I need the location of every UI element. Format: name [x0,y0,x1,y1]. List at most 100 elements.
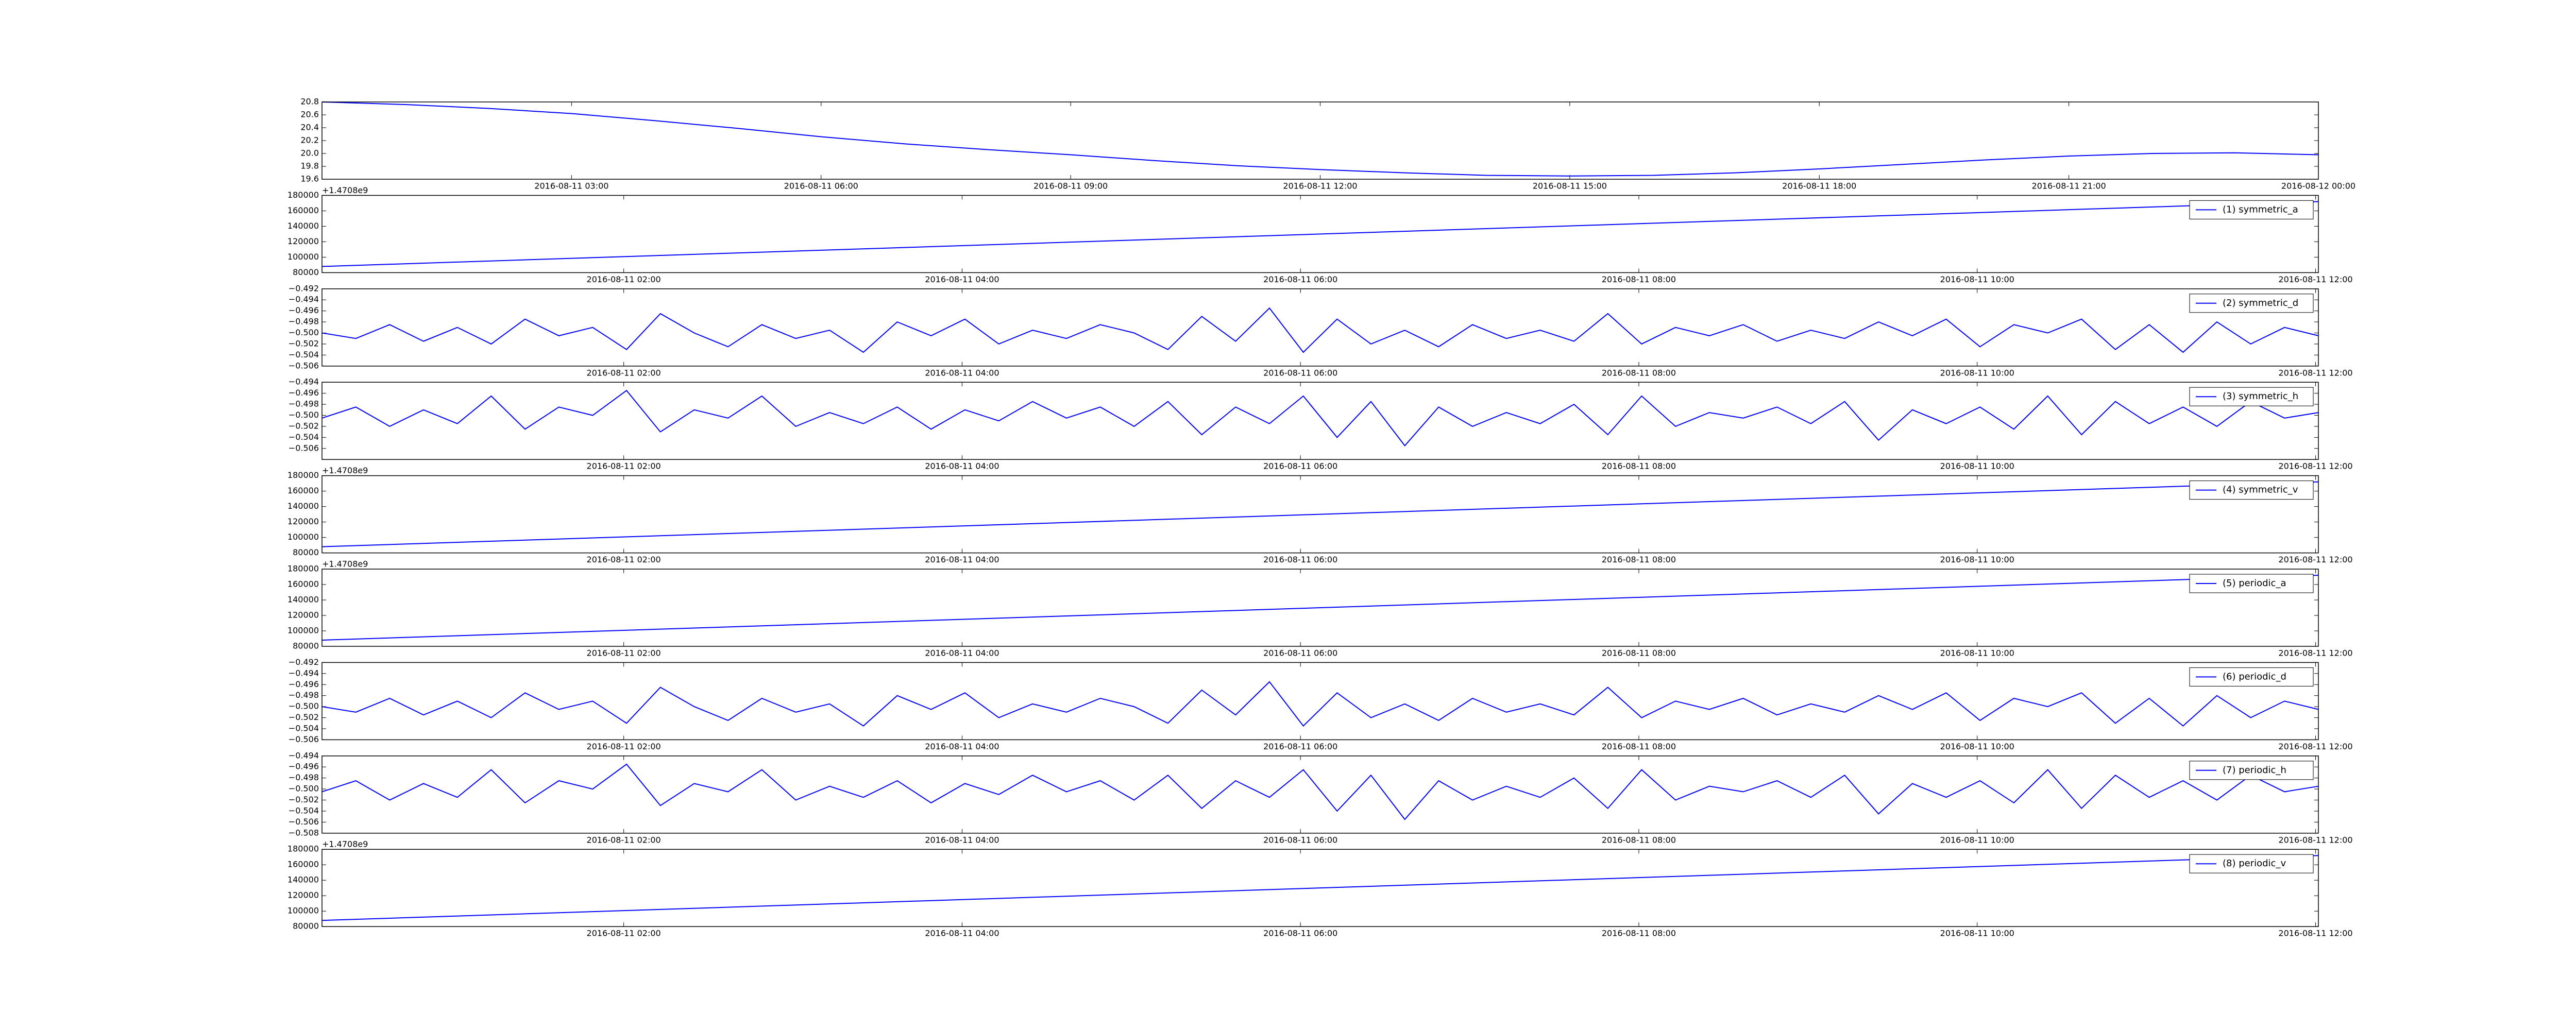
x-tick-label: 2016-08-11 04:00 [925,742,999,751]
x-tick-label: 2016-08-11 12:00 [1283,181,1357,191]
x-tick-label: 2016-08-11 15:00 [1533,181,1607,191]
data-line [321,481,2319,547]
data-line [321,201,2319,267]
y-tick-label: −0.498 [289,399,319,409]
y-tick-label: 80000 [293,921,319,931]
y-tick-label: −0.506 [289,360,319,370]
x-tick-label: 2016-08-11 12:00 [2278,835,2352,845]
y-tick-label: 20.6 [300,110,319,119]
y-tick-label: −0.502 [289,712,319,722]
data-line [321,307,2319,353]
y-tick-label: −0.508 [289,828,319,837]
x-tick-label: 2016-08-11 12:00 [2278,742,2352,751]
y-tick-label: −0.504 [289,350,319,359]
x-tick-label: 2016-08-11 12:00 [2278,461,2352,471]
x-tick-label: 2016-08-11 12:00 [2278,648,2352,658]
data-line [321,681,2319,727]
x-tick-label: 2016-08-11 10:00 [1940,274,2014,284]
y-tick-label: 100000 [287,626,319,636]
y-tick-label: −0.494 [289,377,319,387]
x-tick-label: 2016-08-11 06:00 [1263,742,1337,751]
x-tick-label: 2016-08-11 06:00 [1263,835,1337,845]
y-tick-label: −0.504 [289,723,319,733]
y-tick-label: −0.494 [289,668,319,678]
y-tick-label: −0.506 [289,443,319,453]
x-tick-label: 2016-08-11 04:00 [925,555,999,564]
x-tick-label: 2016-08-11 10:00 [1940,835,2014,845]
x-tick-label: 2016-08-11 02:00 [587,274,661,284]
y-tick-label: −0.502 [289,338,319,348]
y-tick-label: −0.506 [289,817,319,827]
y-tick-label: −0.498 [289,772,319,782]
y-tick-label: 160000 [287,486,319,495]
x-tick-label: 2016-08-11 04:00 [925,368,999,377]
x-tick-label: 2016-08-11 08:00 [1602,835,1676,845]
y-tick-label: 160000 [287,860,319,869]
x-tick-label: 2016-08-11 12:00 [2278,368,2352,377]
y-tick-label: −0.494 [289,295,319,304]
y-tick-label: −0.500 [289,328,319,337]
x-tick-label: 2016-08-11 06:00 [1263,648,1337,658]
legend-label: (5) periodic_a [2223,578,2286,589]
y-tick-label: 80000 [293,267,319,277]
x-tick-label: 2016-08-11 10:00 [1940,742,2014,751]
y-tick-label: −0.498 [289,690,319,700]
x-tick-label: 2016-08-11 08:00 [1602,274,1676,284]
y-tick-label: 80000 [293,547,319,557]
x-tick-label: 2016-08-11 10:00 [1940,368,2014,377]
y-tick-label: −0.504 [289,432,319,442]
data-line [321,101,2319,177]
x-tick-label: 2016-08-11 21:00 [2032,181,2106,191]
y-tick-label: 20.0 [300,148,319,158]
legend-label: (2) symmetric_d [2223,298,2298,308]
y-tick-label: 160000 [287,205,319,215]
legend-label: (8) periodic_v [2223,858,2286,869]
y-tick-label: 120000 [287,517,319,526]
x-tick-label: 2016-08-11 10:00 [1940,555,2014,564]
y-tick-label: 20.8 [300,97,319,107]
x-tick-label: 2016-08-11 02:00 [587,555,661,564]
y-tick-label: 180000 [287,844,319,854]
offset-text: +1.4708e9 [322,185,368,195]
x-tick-label: 2016-08-11 06:00 [1263,274,1337,284]
y-tick-label: −0.492 [289,657,319,667]
x-tick-label: 2016-08-11 08:00 [1602,461,1676,471]
legend-label: (1) symmetric_a [2223,204,2298,215]
y-tick-label: −0.502 [289,421,319,431]
y-tick-label: 180000 [287,564,319,574]
y-tick-label: −0.492 [289,283,319,293]
y-tick-label: 120000 [287,890,319,900]
x-tick-label: 2016-08-11 02:00 [587,368,661,377]
x-tick-label: 2016-08-11 06:00 [1263,929,1337,938]
x-tick-label: 2016-08-11 03:00 [534,181,608,191]
x-tick-label: 2016-08-11 06:00 [1263,368,1337,377]
x-tick-label: 2016-08-12 00:00 [2281,181,2355,191]
legend-label: (3) symmetric_h [2223,391,2298,402]
y-tick-label: −0.504 [289,805,319,815]
axes-frame [321,195,2319,273]
x-tick-label: 2016-08-11 18:00 [1782,181,1856,191]
y-tick-label: 80000 [293,641,319,651]
y-tick-label: 180000 [287,190,319,200]
x-tick-label: 2016-08-11 08:00 [1602,555,1676,564]
legend-label: (7) periodic_h [2223,765,2286,776]
y-tick-label: −0.496 [289,388,319,398]
data-line [321,855,2319,921]
y-tick-label: 100000 [287,906,319,916]
x-tick-label: 2016-08-11 04:00 [925,461,999,471]
axes-frame [321,288,2319,367]
y-tick-label: 100000 [287,252,319,262]
axes-frame [321,662,2319,741]
y-tick-label: −0.498 [289,317,319,327]
x-tick-label: 2016-08-11 09:00 [1033,181,1108,191]
y-tick-label: 20.4 [300,123,319,132]
axes-frame [321,382,2319,460]
offset-text: +1.4708e9 [322,559,368,569]
y-tick-label: 19.6 [300,174,319,184]
x-tick-label: 2016-08-11 12:00 [2278,274,2352,284]
x-tick-label: 2016-08-11 08:00 [1602,929,1676,938]
y-tick-label: −0.496 [289,762,319,771]
y-tick-label: 160000 [287,579,319,589]
